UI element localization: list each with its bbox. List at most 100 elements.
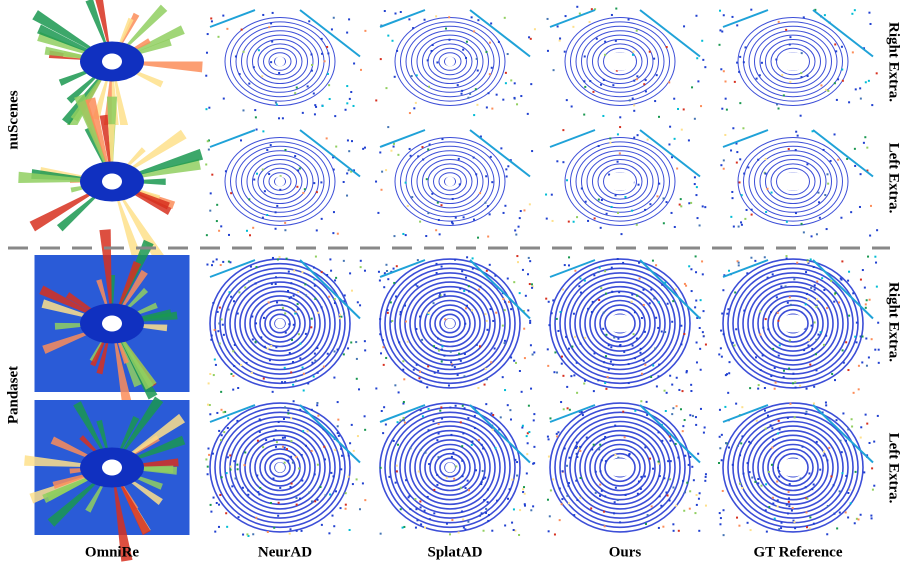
- point: [691, 466, 693, 468]
- point-cloud-image: [375, 255, 535, 393]
- point: [640, 348, 642, 350]
- point: [777, 432, 779, 434]
- point: [696, 504, 698, 506]
- point: [332, 232, 334, 234]
- point: [307, 430, 309, 432]
- point: [695, 271, 697, 273]
- point: [645, 90, 647, 92]
- point: [825, 335, 827, 337]
- point: [207, 473, 209, 475]
- point: [679, 204, 681, 206]
- point: [786, 221, 788, 223]
- point: [770, 375, 772, 377]
- point: [390, 150, 392, 152]
- point: [776, 296, 778, 298]
- point: [258, 493, 260, 495]
- point: [694, 176, 696, 178]
- point: [632, 54, 634, 56]
- point: [661, 440, 663, 442]
- point: [591, 448, 593, 450]
- point: [815, 369, 817, 371]
- hole: [275, 177, 285, 187]
- point: [270, 502, 272, 504]
- point: [272, 12, 274, 14]
- point: [261, 75, 263, 77]
- point: [494, 348, 496, 350]
- point: [780, 285, 782, 287]
- point: [209, 413, 211, 415]
- point: [313, 376, 315, 378]
- point: [275, 346, 277, 348]
- point: [485, 368, 487, 370]
- point: [778, 476, 780, 478]
- point: [725, 98, 727, 100]
- point: [364, 30, 366, 32]
- point: [375, 181, 377, 183]
- point: [719, 512, 721, 514]
- point: [574, 336, 576, 338]
- point: [513, 97, 515, 99]
- point: [343, 353, 345, 355]
- point: [806, 163, 808, 165]
- point-cloud-image: [545, 255, 707, 394]
- point: [672, 523, 674, 525]
- point: [682, 480, 684, 482]
- point: [517, 261, 519, 263]
- point: [675, 505, 677, 507]
- point: [344, 294, 346, 296]
- point: [547, 436, 549, 438]
- point: [246, 533, 248, 535]
- point: [210, 504, 212, 506]
- point: [761, 62, 763, 64]
- point: [657, 461, 659, 463]
- wall: [723, 10, 768, 27]
- point: [878, 349, 880, 351]
- point: [674, 226, 676, 228]
- point: [461, 270, 463, 272]
- point: [636, 75, 638, 77]
- point: [417, 259, 419, 261]
- point: [576, 442, 578, 444]
- point: [206, 52, 208, 54]
- point: [644, 364, 646, 366]
- point: [681, 129, 683, 131]
- point: [836, 419, 838, 421]
- point: [431, 193, 433, 195]
- point: [281, 304, 283, 306]
- point: [545, 194, 547, 196]
- point: [646, 414, 648, 416]
- point: [278, 72, 280, 74]
- point: [817, 334, 819, 336]
- point: [629, 453, 631, 455]
- point: [807, 75, 809, 77]
- point: [348, 18, 350, 20]
- point: [661, 284, 663, 286]
- point: [409, 495, 411, 497]
- point: [533, 419, 535, 421]
- point: [448, 16, 450, 18]
- point: [547, 348, 549, 350]
- point: [631, 301, 633, 303]
- point: [524, 357, 526, 359]
- point: [465, 487, 467, 489]
- point: [727, 392, 729, 394]
- point: [490, 156, 492, 158]
- point: [673, 530, 675, 532]
- point: [688, 202, 690, 204]
- point: [438, 350, 440, 352]
- point: [364, 349, 366, 351]
- point: [311, 409, 313, 411]
- point: [489, 42, 491, 44]
- point: [826, 459, 828, 461]
- point: [268, 173, 270, 175]
- point: [279, 256, 281, 258]
- point: [504, 205, 506, 207]
- point: [268, 301, 270, 303]
- point: [409, 508, 411, 510]
- point: [326, 137, 328, 139]
- point: [741, 224, 743, 226]
- point: [384, 10, 386, 12]
- point: [674, 138, 676, 140]
- point: [317, 372, 319, 374]
- point: [850, 211, 852, 213]
